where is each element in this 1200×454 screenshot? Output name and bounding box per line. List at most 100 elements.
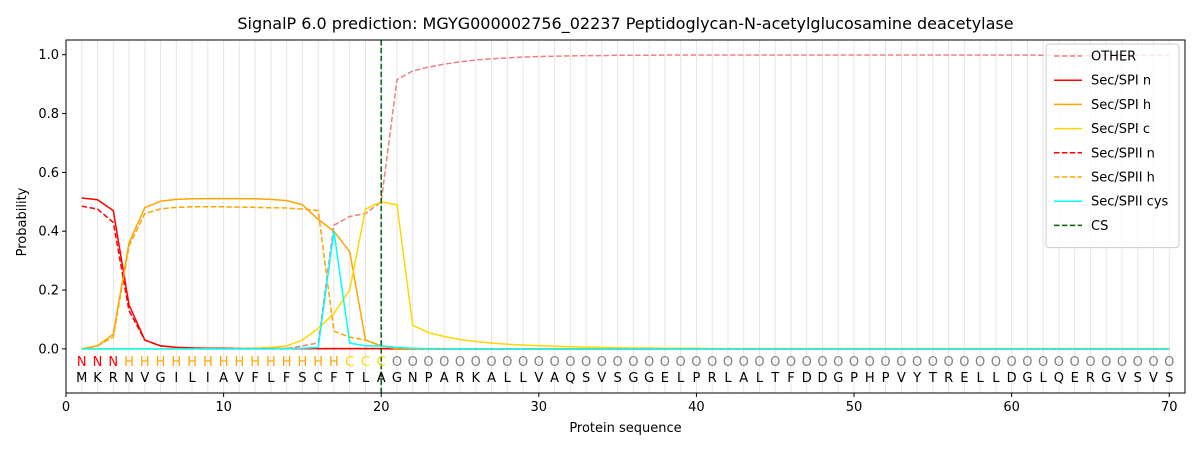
y-tick-label: 0.2	[38, 284, 59, 299]
region-label: O	[1117, 355, 1127, 370]
region-label: O	[802, 355, 812, 370]
residue-label: G	[392, 371, 402, 386]
residue-label: V	[1118, 371, 1127, 386]
residue-label: G	[833, 371, 843, 386]
residue-label: V	[534, 371, 543, 386]
residue-label: N	[124, 371, 134, 386]
x-tick-label: 70	[1161, 400, 1178, 415]
residue-label: E	[1071, 371, 1079, 386]
legend-label-other: OTHER	[1091, 50, 1136, 65]
plot-frame	[65, 39, 1186, 394]
residue-label: R	[109, 371, 118, 386]
residue-label: P	[882, 371, 890, 386]
region-label: O	[975, 355, 985, 370]
region-label: O	[471, 355, 481, 370]
region-label: O	[943, 355, 953, 370]
region-label: O	[865, 355, 875, 370]
y-tick-label: 0.6	[38, 166, 59, 181]
residue-label: L	[267, 371, 275, 386]
legend-label-sec-spi-h: Sec/SPI h	[1091, 98, 1151, 113]
residue-label: R	[1086, 371, 1095, 386]
residue-label: T	[770, 371, 779, 386]
series-line-sec-spii-h	[81, 206, 1170, 350]
residue-label: F	[787, 371, 794, 386]
residue-label: V	[140, 371, 149, 386]
series-line-sec-spi-n	[81, 197, 1170, 350]
x-axis-label: Protein sequence	[569, 421, 681, 436]
x-tick-label: 50	[846, 400, 863, 415]
region-label: H	[203, 355, 213, 370]
residue-label: L	[504, 371, 512, 386]
residue-label: V	[897, 371, 906, 386]
residue-label: A	[487, 371, 496, 386]
residue-label: Y	[912, 371, 921, 386]
region-label: O	[581, 355, 591, 370]
residue-label: L	[724, 371, 732, 386]
residue-label: G	[644, 371, 654, 386]
region-label: O	[549, 355, 559, 370]
legend-box	[1045, 43, 1180, 249]
chart-title: SignalP 6.0 prediction: MGYG000002756_02…	[237, 14, 1013, 34]
region-label: O	[1133, 355, 1143, 370]
sequence-labels: NMNKNRHNHVHGHIHLHIHAHVHFHLHFHSHCHFCTCLCA…	[76, 355, 1174, 386]
residue-label: E	[661, 371, 669, 386]
region-label: O	[597, 355, 607, 370]
region-label: O	[676, 355, 686, 370]
residue-label: L	[756, 371, 764, 386]
residue-label: L	[992, 371, 1000, 386]
x-tick-label: 40	[688, 400, 705, 415]
region-label: C	[377, 355, 386, 370]
residue-label: P	[693, 371, 701, 386]
region-label: O	[1038, 355, 1048, 370]
residue-label: Q	[1054, 371, 1064, 386]
residue-label: S	[613, 371, 621, 386]
legend-label-sec-spii-n: Sec/SPII n	[1091, 146, 1155, 161]
region-label: N	[77, 355, 87, 370]
residue-label: F	[283, 371, 290, 386]
region-label: O	[392, 355, 402, 370]
region-label: O	[1148, 355, 1158, 370]
region-label: O	[817, 355, 827, 370]
residue-label: S	[1134, 371, 1142, 386]
residue-label: L	[976, 371, 984, 386]
residue-label: F	[251, 371, 258, 386]
region-label: O	[707, 355, 717, 370]
region-label: O	[423, 355, 433, 370]
legend-label-sec-spii-h: Sec/SPII h	[1091, 171, 1155, 186]
region-label: O	[880, 355, 890, 370]
legend-label-cs: CS	[1091, 219, 1108, 234]
residue-label: G	[1101, 371, 1111, 386]
region-label: C	[345, 355, 354, 370]
residue-label: D	[1007, 371, 1017, 386]
residue-label: A	[377, 371, 386, 386]
region-label: O	[723, 355, 733, 370]
region-label: H	[219, 355, 229, 370]
residue-label: F	[330, 371, 337, 386]
region-label: O	[408, 355, 418, 370]
x-tick-label: 60	[1003, 400, 1020, 415]
x-tick-label: 30	[531, 400, 548, 415]
series-line-sec-spii-n	[81, 205, 1170, 350]
region-label: O	[518, 355, 528, 370]
residue-label: N	[408, 371, 418, 386]
region-label: O	[534, 355, 544, 370]
residue-label: D	[817, 371, 827, 386]
residue-label: Q	[565, 371, 575, 386]
residue-label: I	[206, 371, 210, 386]
residue-label: V	[1149, 371, 1158, 386]
region-label: O	[754, 355, 764, 370]
region-label: O	[613, 355, 623, 370]
residue-label: S	[1165, 371, 1173, 386]
region-label: O	[660, 355, 670, 370]
region-label: H	[266, 355, 276, 370]
residue-label: E	[960, 371, 968, 386]
region-label: O	[1070, 355, 1080, 370]
region-label: H	[124, 355, 134, 370]
region-label: O	[833, 355, 843, 370]
region-label: H	[171, 355, 181, 370]
region-label: H	[313, 355, 323, 370]
region-label: O	[1101, 355, 1111, 370]
region-label: H	[250, 355, 260, 370]
region-label: O	[1022, 355, 1032, 370]
